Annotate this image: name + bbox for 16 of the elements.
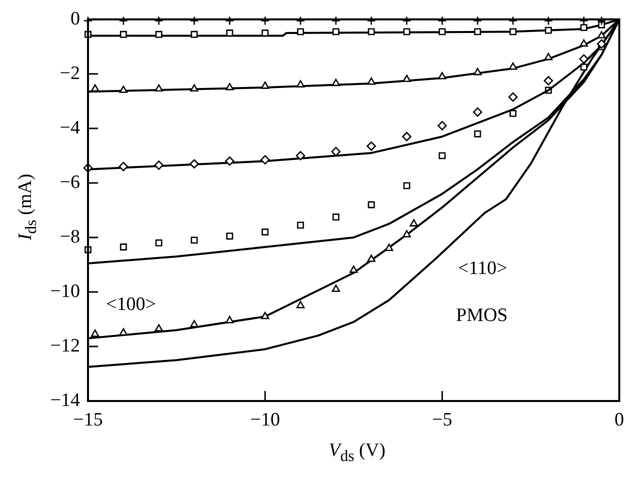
y-tick-label: −12 — [50, 335, 80, 356]
x-tick-label: 0 — [614, 409, 624, 430]
y-tick-label: −6 — [60, 172, 80, 193]
y-tick-label: −2 — [60, 62, 80, 84]
annotation: <100> — [106, 294, 156, 316]
x-tick-label: −5 — [432, 409, 452, 430]
annotation: PMOS — [456, 305, 508, 327]
y-tick-label: 0 — [70, 8, 80, 30]
y-tick-label: −4 — [60, 117, 80, 138]
y-tick-label: −14 — [50, 390, 80, 411]
y-tick-label: −10 — [50, 280, 80, 302]
y-tick-label: −8 — [60, 226, 80, 248]
annotation: <110> — [458, 258, 508, 280]
x-tick-label: −15 — [73, 409, 103, 430]
x-axis-title: V$_{ds}$ (V) — [328, 440, 386, 466]
x-tick-label: −10 — [250, 409, 280, 430]
